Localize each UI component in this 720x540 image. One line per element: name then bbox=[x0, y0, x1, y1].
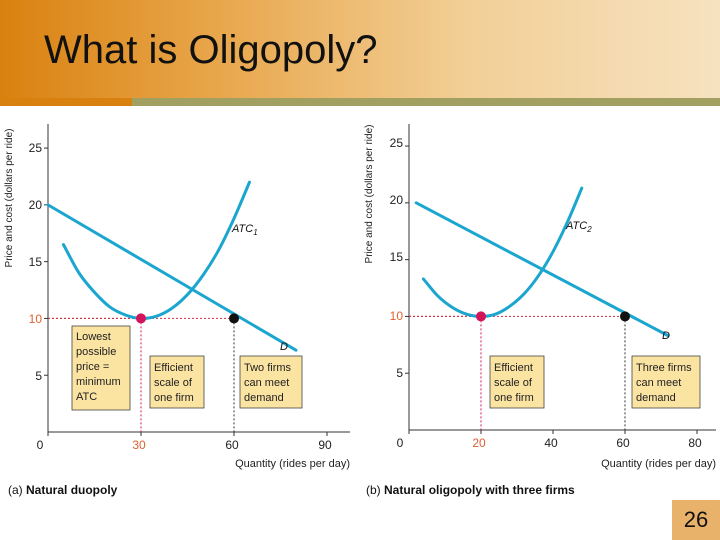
chart-b-demand-point bbox=[620, 311, 630, 322]
slide-title: What is Oligopoly? bbox=[44, 28, 378, 72]
chart-a-demand-line bbox=[46, 203, 298, 352]
chart-a-plot-area bbox=[44, 147, 328, 436]
chart-natural-duopoly: Price and cost (dollars per ride) 25 20 … bbox=[4, 124, 350, 497]
chart-b-annotation-box: Three firms can meet demand bbox=[631, 355, 701, 409]
chart-b-atc-label: ATC2 bbox=[565, 220, 592, 234]
chart-a-xtick-label: 90 bbox=[318, 438, 332, 452]
chart-b-annotation-box: Efficient scale of one firm bbox=[489, 355, 545, 409]
chart-b-ytick-label-highlight: 10 bbox=[390, 309, 404, 323]
chart-a-ytick-label: 15 bbox=[29, 255, 43, 269]
chart-a-xlabel: Quantity (rides per day) bbox=[235, 458, 350, 470]
chart-a-ytick-label: 5 bbox=[35, 369, 42, 383]
chart-b-xtick-label: 60 bbox=[616, 436, 630, 450]
title-underline-left bbox=[0, 98, 132, 106]
annotation-text: Three firms can meet demand bbox=[636, 362, 692, 404]
page-number: 26 bbox=[672, 500, 720, 540]
chart-b-xtick-label-highlight: 20 bbox=[472, 436, 486, 450]
chart-a-atc-label: ATC1 bbox=[231, 223, 258, 237]
chart-b-atc-curve bbox=[421, 186, 584, 318]
chart-b-xtick-label: 0 bbox=[397, 436, 404, 450]
chart-b-ytick-label: 25 bbox=[390, 136, 404, 150]
chart-a-atc-curve bbox=[62, 180, 251, 320]
chart-a-annotation-box: Lowest possible price = minimum ATC bbox=[71, 325, 131, 411]
chart-b-caption: (b) Natural oligopoly with three firms bbox=[366, 483, 575, 497]
annotation-text: Efficient scale of one firm bbox=[494, 362, 534, 404]
chart-a-xtick-label-highlight: 30 bbox=[132, 438, 146, 452]
chart-a-ytick-label-highlight: 10 bbox=[29, 312, 43, 326]
chart-a-min-atc-point bbox=[136, 313, 146, 324]
chart-b-ylabel: Price and cost (dollars per ride) bbox=[364, 125, 375, 264]
chart-a-ylabel: Price and cost (dollars per ride) bbox=[4, 129, 15, 268]
chart-b-ytick-label: 20 bbox=[390, 193, 404, 207]
chart-b-ytick-label: 5 bbox=[396, 366, 403, 380]
title-band bbox=[0, 0, 720, 98]
title-underline-right bbox=[132, 98, 720, 106]
chart-b-min-atc-point bbox=[476, 311, 486, 322]
chart-b-xtick-label: 80 bbox=[688, 436, 702, 450]
chart-b-ytick-label: 15 bbox=[390, 250, 404, 264]
charts-canvas: Price and cost (dollars per ride) 25 20 … bbox=[4, 124, 716, 497]
annotation-text: Lowest possible price = minimum ATC bbox=[76, 331, 121, 403]
chart-a-demand-point bbox=[229, 313, 239, 324]
chart-b-xlabel: Quantity (rides per day) bbox=[601, 458, 716, 470]
chart-a-annotation-box: Efficient scale of one firm bbox=[149, 355, 205, 409]
chart-b-demand-label: D bbox=[662, 330, 670, 342]
chart-a-ytick-label: 25 bbox=[29, 141, 43, 155]
chart-a-xtick-label: 0 bbox=[37, 438, 44, 452]
annotation-text: Two firms can meet demand bbox=[244, 362, 292, 404]
annotation-text: Efficient scale of one firm bbox=[154, 362, 194, 404]
chart-natural-oligopoly: Price and cost (dollars per ride) 25 20 … bbox=[364, 124, 716, 497]
chart-a-demand-label: D bbox=[280, 341, 288, 353]
chart-a-xtick-label: 60 bbox=[225, 438, 239, 452]
chart-a-caption: (a) Natural duopoly bbox=[8, 483, 118, 497]
chart-b-plot-area bbox=[405, 145, 698, 434]
chart-b-xtick-label: 40 bbox=[544, 436, 558, 450]
chart-a-annotation-box: Two firms can meet demand bbox=[239, 355, 303, 409]
chart-a-ytick-label: 20 bbox=[29, 198, 43, 212]
